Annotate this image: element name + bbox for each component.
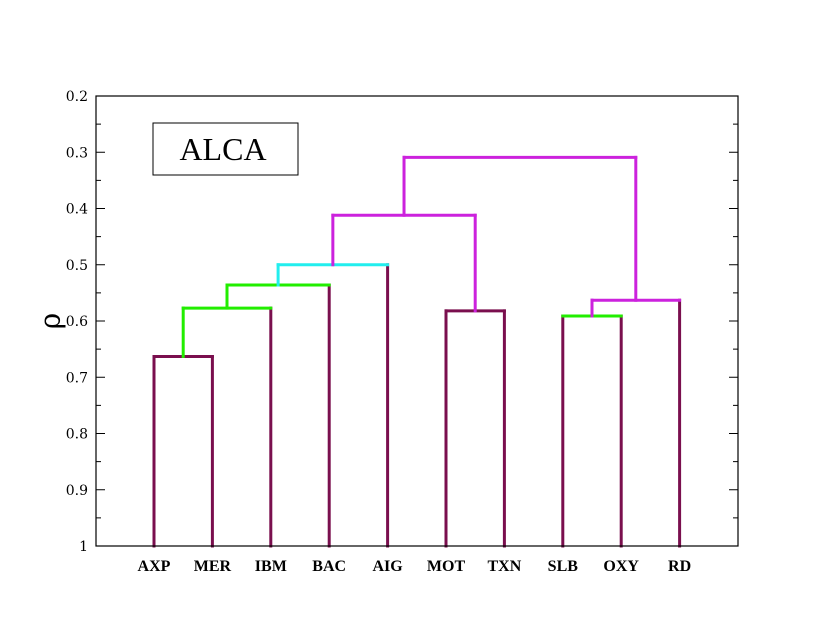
leaf-label: RD [668, 558, 691, 575]
y-tick-label: 0.6 [66, 314, 88, 330]
leaf-label: IBM [255, 558, 287, 575]
y-tick-label: 1 [79, 539, 88, 555]
y-tick-label: 0.5 [66, 258, 88, 274]
leaf-label: AIG [372, 558, 403, 575]
leaf-label: AXP [138, 558, 171, 575]
axis-ticks [96, 95, 738, 547]
legend-box: ALCA [152, 122, 299, 176]
leaf-label: BAC [312, 558, 346, 575]
leaf-label: OXY [603, 558, 639, 575]
y-tick-label: 0.4 [66, 202, 88, 218]
y-tick-label: 0.8 [66, 427, 88, 443]
leaf-label: MOT [427, 558, 466, 575]
axis-labels: 0.2 0.3 0.4 0.5 0.6 0.7 0.8 0.9 1 AXP MER IBM BAC AIG… [66, 89, 691, 575]
dendrogram-branches [152, 155, 682, 548]
legend-frame [152, 122, 299, 176]
y-tick-label: 0.2 [66, 89, 88, 105]
y-tick-label: 0.3 [66, 145, 88, 161]
y-axis-label: ρ [34, 313, 67, 329]
leaf-label: SLB [548, 558, 579, 575]
y-tick-label: 0.7 [66, 370, 88, 386]
y-tick-label: 0.9 [66, 483, 88, 499]
leaf-label: MER [194, 558, 232, 575]
leaf-label: TXN [488, 558, 522, 575]
legend-label: ALCA [179, 131, 266, 167]
